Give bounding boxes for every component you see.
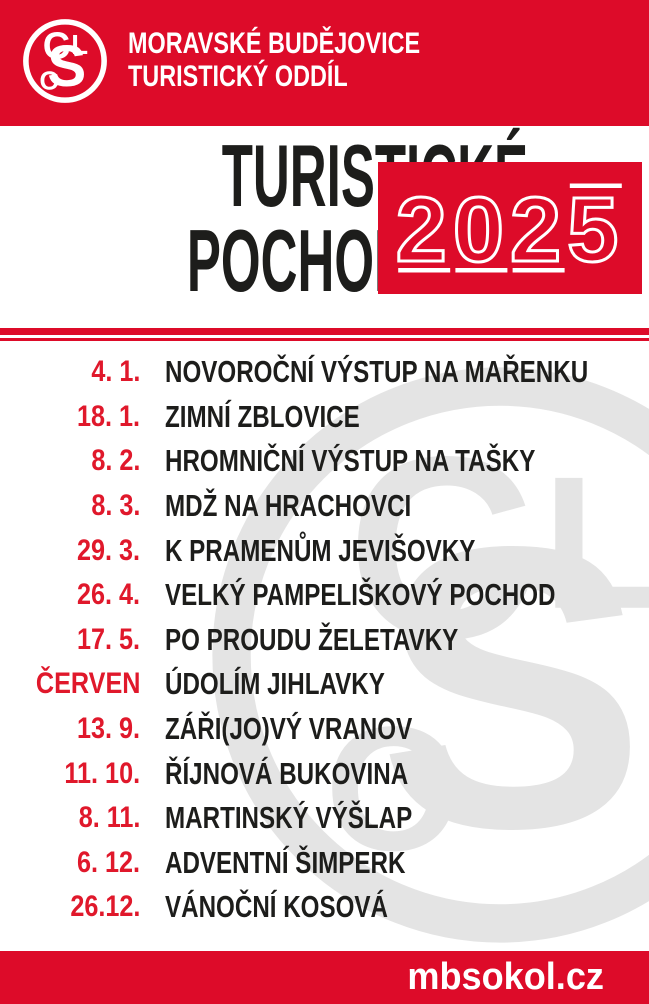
event-row: 8. 2. HROMNIČNÍ VÝSTUP NA TAŠKY: [0, 439, 649, 484]
event-row: 29. 3. K PRAMENŮM JEVIŠOVKY: [0, 528, 649, 573]
divider-thin-stripe: [0, 338, 649, 341]
year-underline-1: [398, 268, 451, 273]
event-row: 26. 4. VELKÝ PAMPELIŠKOVÝ POCHOD: [0, 573, 649, 618]
event-date: 4. 1.: [90, 355, 140, 389]
event-date: 8. 3.: [90, 489, 140, 523]
event-row: 13. 9. ZÁŘI(JO)VÝ VRANOV: [0, 707, 649, 752]
year-box: 2025: [378, 162, 642, 294]
website-link[interactable]: mbsokol.cz: [407, 956, 604, 998]
event-name: PO PROUDU ŽELETAVKY: [165, 621, 459, 657]
event-row: 8. 11. MARTINSKÝ VÝŠLAP: [0, 796, 649, 841]
event-name: MARTINSKÝ VÝŠLAP: [165, 800, 413, 836]
event-row: 26.12. VÁNOČNÍ KOSOVÁ: [0, 885, 649, 930]
event-row: 17. 5. PO PROUDU ŽELETAVKY: [0, 618, 649, 663]
event-name: NOVOROČNÍ VÝSTUP NA MAŘENKU: [165, 354, 589, 390]
event-date: 6. 12.: [76, 845, 140, 879]
event-date: 13. 9.: [76, 712, 140, 746]
footer-band: mbsokol.cz: [0, 951, 649, 1004]
event-date: 17. 5.: [76, 622, 140, 656]
event-name: ZIMNÍ ZBLOVICE: [165, 398, 360, 434]
divider-thick-stripe: [0, 328, 649, 335]
org-name-line2: TURISTICKÝ ODDÍL: [128, 60, 348, 93]
event-name: VELKÝ PAMPELIŠKOVÝ POCHOD: [165, 577, 556, 613]
sokol-logo-icon: [22, 18, 108, 104]
event-name: HROMNIČNÍ VÝSTUP NA TAŠKY: [165, 443, 536, 479]
event-name: ÚDOLÍM JIHLAVKY: [165, 666, 385, 702]
divider-stripes: [0, 328, 649, 341]
header-band: MORAVSKÉ BUDĚJOVICE TURISTICKÝ ODDÍL: [0, 0, 649, 126]
year-underline-3: [512, 268, 565, 273]
event-date: 29. 3.: [76, 533, 140, 567]
events-list: 4. 1. NOVOROČNÍ VÝSTUP NA MAŘENKU 18. 1.…: [0, 350, 649, 930]
event-date: 8. 11.: [78, 801, 140, 835]
event-date: 26.12.: [69, 890, 140, 924]
event-row: 18. 1. ZIMNÍ ZBLOVICE: [0, 395, 649, 440]
event-row: 6. 12. ADVENTNÍ ŠIMPERK: [0, 841, 649, 886]
event-row: ČERVEN ÚDOLÍM JIHLAVKY: [0, 662, 649, 707]
event-name: K PRAMENŮM JEVIŠOVKY: [165, 532, 476, 568]
year-underline-2: [455, 268, 508, 273]
org-name-line1: MORAVSKÉ BUDĚJOVICE: [128, 27, 421, 60]
year-overline: [569, 183, 622, 188]
event-row: 8. 3. MDŽ NA HRACHOVCI: [0, 484, 649, 529]
org-name: MORAVSKÉ BUDĚJOVICE TURISTICKÝ ODDÍL: [128, 27, 503, 93]
page-title: TURISTICKÉ POCHODY: [0, 132, 528, 305]
event-date: 18. 1.: [76, 399, 140, 433]
event-row: 11. 10. ŘÍJNOVÁ BUKOVINA: [0, 751, 649, 796]
event-date: 11. 10.: [64, 756, 140, 790]
event-date: 8. 2.: [90, 444, 140, 478]
event-date: 26. 4.: [76, 578, 140, 612]
event-name: MDŽ NA HRACHOVCI: [165, 488, 412, 524]
event-name: ADVENTNÍ ŠIMPERK: [165, 844, 406, 880]
event-name: VÁNOČNÍ KOSOVÁ: [165, 889, 389, 925]
event-name: ZÁŘI(JO)VÝ VRANOV: [165, 711, 413, 747]
year-text: 2025: [396, 179, 625, 281]
event-name: ŘÍJNOVÁ BUKOVINA: [165, 755, 409, 791]
event-row: 4. 1. NOVOROČNÍ VÝSTUP NA MAŘENKU: [0, 350, 649, 395]
event-date: ČERVEN: [35, 667, 140, 701]
